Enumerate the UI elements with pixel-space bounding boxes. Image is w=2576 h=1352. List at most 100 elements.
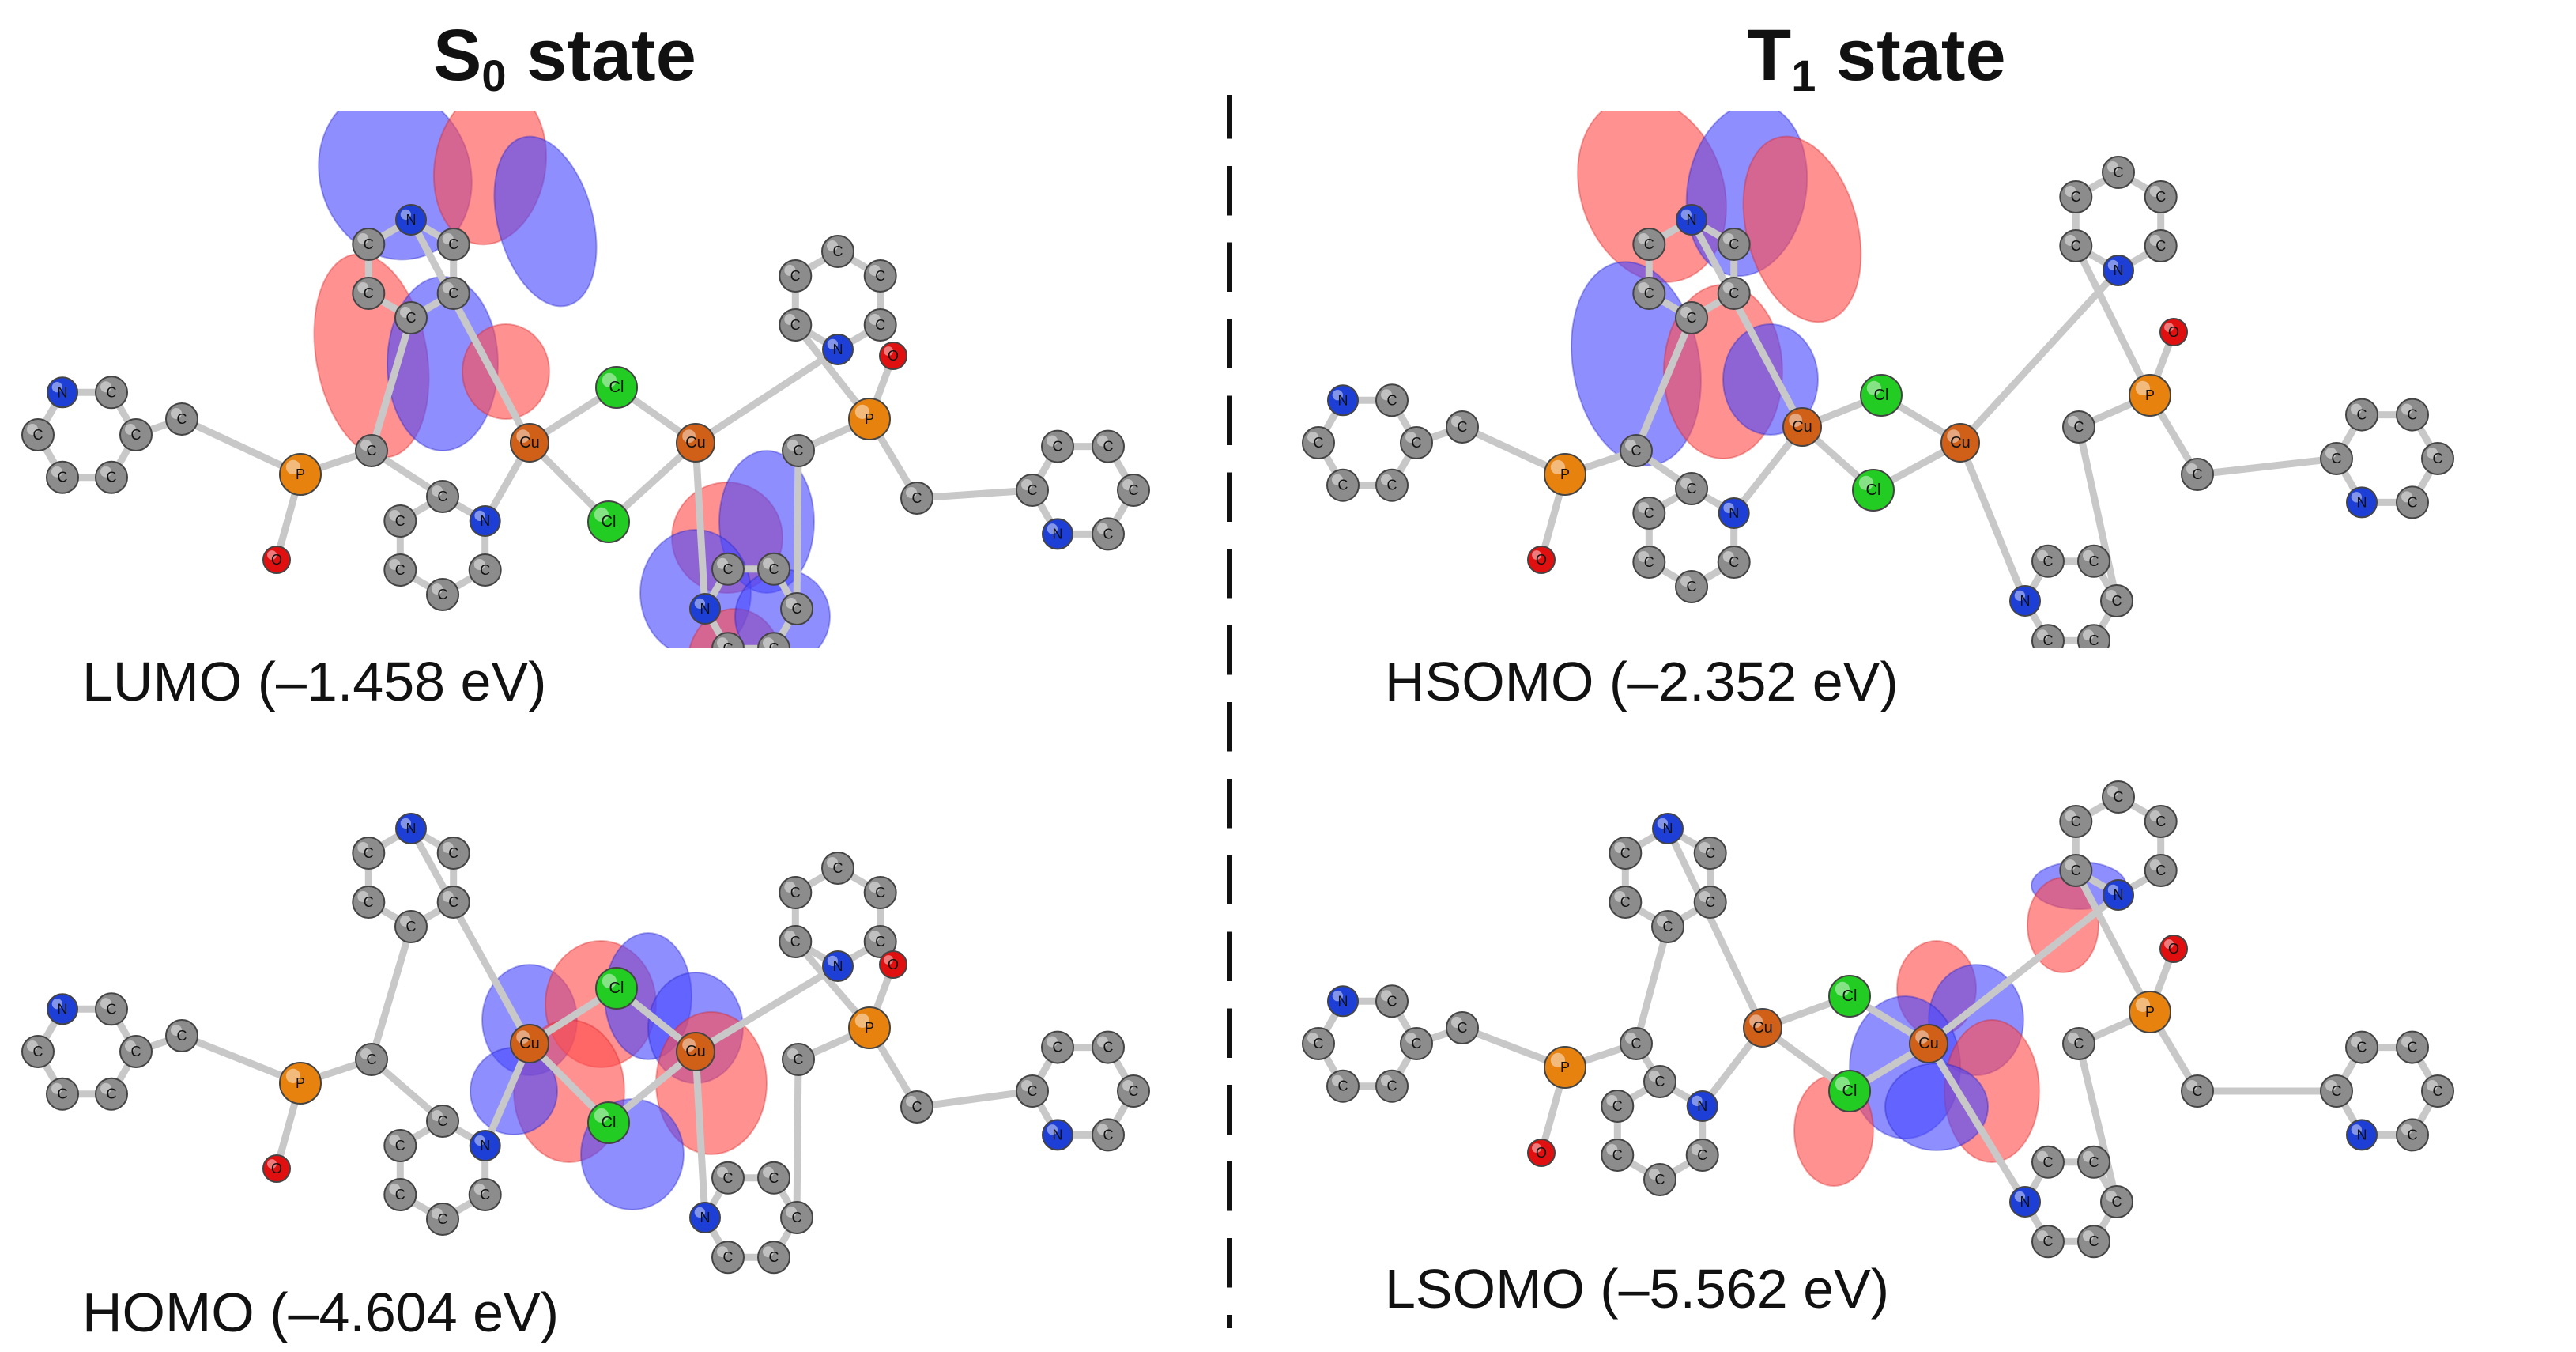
phosphorus-label: P: [2145, 1004, 2155, 1020]
oxygen-sphere: [262, 546, 291, 574]
sphere-highlight: [2107, 259, 2118, 270]
sphere-highlight: [1722, 282, 1734, 293]
bond: [2072, 867, 2154, 1016]
carbon-label: C: [367, 443, 377, 459]
atom-carbon: C: [1041, 429, 1074, 463]
carbon-label: C: [723, 640, 734, 648]
oxygen-sphere: [1527, 546, 1556, 574]
sphere-highlight: [602, 372, 617, 387]
sphere-highlight: [2164, 323, 2174, 332]
atom-carbon: C: [383, 1178, 417, 1211]
nitrogen-sphere: [822, 334, 854, 365]
atom-carbon: C: [1400, 1027, 1433, 1060]
atom-carbon: C: [2345, 398, 2378, 432]
oxygen-label: O: [2168, 941, 2179, 957]
carbon-label: C: [2155, 189, 2166, 205]
phosphorus-sphere: [848, 1006, 891, 1049]
carbon-sphere: [2421, 442, 2454, 475]
carbon-label: C: [1663, 919, 1673, 935]
sphere-highlight: [1722, 551, 1734, 562]
sphere-highlight: [1789, 414, 1802, 427]
sphere-highlight: [906, 1096, 917, 1107]
carbon-sphere: [779, 925, 813, 958]
carbon-sphere: [1693, 837, 1727, 870]
carbon-label: C: [1053, 439, 1063, 455]
carbon-sphere: [2396, 485, 2429, 519]
sphere-highlight: [1835, 981, 1850, 996]
carbon-label: C: [1620, 845, 1631, 861]
copper-sphere: [676, 423, 715, 463]
sphere-highlight: [1405, 432, 1416, 443]
carbon-sphere: [2102, 156, 2135, 189]
atom-carbon: C: [352, 277, 386, 310]
sphere-highlight: [1021, 479, 1032, 490]
carbon-label: C: [448, 285, 458, 301]
carbon-sphere: [436, 277, 470, 310]
atom-carbon: C: [1041, 1030, 1074, 1064]
atom-carbon: C: [1092, 517, 1125, 551]
phosphorus-label: P: [865, 1020, 874, 1036]
sphere-highlight: [869, 882, 881, 893]
sphere-highlight: [2427, 1080, 2438, 1091]
atom-nitrogen: N: [1042, 1119, 1073, 1151]
atom-carbon: C: [2077, 1225, 2110, 1259]
atom-copper: Cu: [1940, 423, 1980, 463]
carbon-label: C: [2089, 553, 2099, 569]
atom-carbon: C: [2421, 442, 2454, 475]
atom-carbon: C: [1632, 228, 1666, 261]
atom-carbon: C: [2062, 410, 2095, 444]
atom-carbon: C: [426, 480, 459, 513]
phosphorus-label: P: [296, 1075, 305, 1091]
nitrogen-label: N: [480, 1138, 490, 1154]
carbon-label: C: [367, 1052, 377, 1067]
atom-phosphorus: P: [1544, 453, 1586, 496]
carbon-label: C: [2155, 863, 2166, 878]
nitrogen-sphere: [2009, 1186, 2041, 1218]
sphere-highlight: [763, 1166, 774, 1178]
sphere-highlight: [100, 466, 111, 478]
atom-nitrogen: N: [1327, 985, 1359, 1018]
atom-carbon: C: [1400, 426, 1433, 459]
sphere-highlight: [432, 583, 443, 595]
chlorine-sphere: [595, 366, 638, 409]
carbon-label: C: [2408, 1040, 2418, 1056]
carbon-label: C: [792, 601, 802, 617]
carbon-label: C: [364, 894, 374, 910]
atom-phosphorus: P: [848, 1006, 891, 1049]
sphere-highlight: [869, 265, 881, 276]
carbon-label: C: [1729, 554, 1739, 570]
chlorine-label: Cl: [602, 1114, 617, 1131]
chlorine-sphere: [1828, 1070, 1871, 1112]
s0-title-rest: state: [506, 15, 696, 96]
carbon-label: C: [875, 934, 885, 950]
bond: [692, 346, 842, 447]
sphere-highlight: [2037, 1230, 2048, 1242]
sphere-highlight: [400, 818, 411, 829]
atom-carbon: C: [426, 1203, 459, 1236]
carbon-label: C: [395, 1138, 405, 1154]
sphere-highlight: [1381, 389, 1392, 401]
carbon-label: C: [792, 1210, 802, 1225]
copper-sphere: [1940, 423, 1980, 463]
phosphorus-sphere: [2129, 991, 2171, 1033]
sphere-highlight: [442, 842, 454, 853]
nitrogen-label: N: [2357, 494, 2367, 510]
carbon-label: C: [1655, 1074, 1665, 1090]
atom-carbon: C: [436, 837, 470, 870]
atom-chlorine: Cl: [1828, 1070, 1871, 1112]
atom-carbon: C: [119, 1035, 153, 1068]
carbon-label: C: [107, 384, 117, 400]
nitrogen-sphere: [395, 204, 427, 236]
carbon-label: C: [1612, 1147, 1623, 1163]
carbon-sphere: [1117, 474, 1150, 507]
carbon-sphere: [1092, 429, 1125, 463]
carbon-sphere: [1651, 910, 1684, 943]
nitrogen-sphere: [822, 950, 854, 982]
carbon-sphere: [394, 301, 428, 334]
atom-carbon: C: [1375, 1069, 1409, 1103]
carbon-sphere: [900, 1090, 933, 1124]
atom-carbon: C: [757, 1241, 790, 1275]
sphere-highlight: [1550, 1052, 1565, 1067]
sphere-highlight: [2107, 161, 2118, 172]
carbon-sphere: [355, 1043, 388, 1076]
